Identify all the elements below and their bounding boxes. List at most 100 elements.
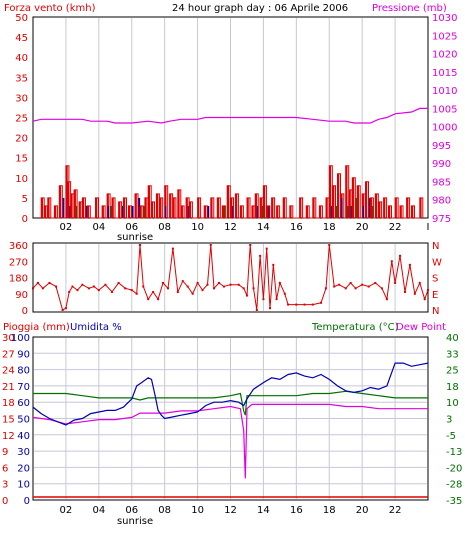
- wind-x-tick: 12: [224, 222, 237, 233]
- dewpoint-axis-title: Dew Point: [396, 322, 446, 333]
- pressure-tick-label: 1010: [432, 86, 457, 97]
- temperature-tick-label: 10: [446, 398, 459, 409]
- wind-bar: [217, 197, 220, 218]
- climate-panel-frame: [32, 336, 429, 501]
- wind-x-tick: 04: [92, 222, 105, 233]
- direction-point: [399, 254, 402, 257]
- direction-point: [349, 281, 352, 284]
- wind-bar: [365, 181, 368, 218]
- pressure-line: [32, 107, 428, 124]
- wind-bar: [419, 197, 422, 218]
- humidity-tick-label: 60: [17, 398, 30, 409]
- wind-bar: [400, 205, 402, 218]
- sunrise-label: sunrise: [117, 232, 153, 243]
- direction-point: [338, 283, 341, 286]
- wind-bar: [337, 173, 340, 218]
- climate-x-tick: 12: [224, 505, 237, 516]
- direction-point: [320, 301, 323, 304]
- direction-point: [142, 285, 145, 288]
- wind-x-tick: 22: [389, 222, 402, 233]
- direction-point: [81, 283, 84, 286]
- wind-bar: [246, 197, 249, 218]
- direction-point: [237, 283, 240, 286]
- wind-tick-label: 15: [15, 154, 28, 165]
- pressure-tick-label: 1015: [432, 68, 457, 79]
- wind-x-tick: 10: [191, 222, 204, 233]
- direction-point: [385, 298, 388, 301]
- pressure-tick-label: 985: [432, 177, 451, 188]
- direction-point: [295, 303, 298, 306]
- wind-bar: [210, 197, 213, 218]
- wind-bar: [87, 205, 90, 218]
- direction-point: [186, 285, 189, 288]
- pressure-axis-title: Pressione (mb): [372, 3, 447, 14]
- wind-bar: [329, 165, 332, 218]
- wind-bar: [345, 165, 348, 218]
- wind-x-tick: 08: [158, 222, 171, 233]
- direction-point: [206, 283, 209, 286]
- wind-tick-label: 10: [15, 174, 28, 185]
- compass-tick-label: N: [432, 306, 439, 317]
- rain-tick-label: 24: [2, 366, 15, 377]
- wind-tick-label: 35: [15, 73, 28, 84]
- direction-line: [32, 244, 429, 311]
- wind-bar: [276, 205, 279, 218]
- rain-tick-label: 3: [2, 480, 8, 491]
- wind-bar-blue: [330, 205, 333, 218]
- humidity-tick-label: 20: [17, 463, 30, 474]
- direction-point: [147, 298, 150, 301]
- wind-bar: [135, 193, 137, 218]
- wind-bar: [260, 197, 262, 218]
- climate-x-tick: 02: [60, 505, 73, 516]
- wind-bar: [271, 197, 274, 218]
- direction-point: [344, 287, 347, 290]
- direction-point: [41, 287, 44, 290]
- humidity-tick-label: 90: [17, 349, 30, 360]
- wind-bar: [151, 201, 154, 218]
- wind-gust-line: [40, 165, 424, 219]
- climate-x-tick: 10: [191, 505, 204, 516]
- direction-point: [423, 298, 426, 301]
- humidity-tick-label: 40: [17, 431, 30, 442]
- direction-point: [222, 285, 225, 288]
- direction-point: [55, 285, 58, 288]
- wind-bar: [54, 205, 57, 218]
- direction-point: [104, 283, 107, 286]
- wind-bar-blue: [131, 205, 134, 218]
- direction-point: [87, 287, 90, 290]
- wind-bar-blue: [107, 205, 109, 218]
- wind-bar-blue: [340, 197, 343, 218]
- temperature-tick-label: -35: [446, 496, 462, 507]
- direction-tick-label: 180: [9, 274, 28, 285]
- rain-tick-label: 0: [2, 496, 8, 507]
- wind-bar: [177, 189, 180, 218]
- wind-bar: [59, 185, 62, 218]
- direction-point: [196, 281, 199, 284]
- rain-tick-label: 12: [2, 431, 15, 442]
- direction-point: [111, 290, 113, 293]
- wind-tick-label: 5: [22, 194, 28, 205]
- wind-bar: [332, 185, 335, 218]
- direction-tick-label: 270: [9, 257, 28, 268]
- rain-tick-label: 15: [2, 415, 15, 426]
- climate-x-tick: 22: [389, 505, 402, 516]
- direction-point: [36, 281, 39, 284]
- wind-bar: [235, 193, 238, 218]
- wind-bar-blue: [164, 205, 167, 218]
- wind-bar: [357, 185, 360, 218]
- wind-bar: [240, 205, 243, 218]
- wind-bar-green: [143, 205, 146, 218]
- pressure-tick-label: 995: [432, 141, 451, 152]
- wind-bar: [395, 197, 397, 218]
- direction-point: [242, 287, 245, 290]
- wind-tick-label: 30: [15, 93, 28, 104]
- direction-point: [252, 287, 255, 290]
- rain-tick-label: 6: [2, 463, 8, 474]
- direction-point: [380, 287, 383, 290]
- direction-point: [278, 281, 281, 284]
- direction-point: [213, 287, 216, 290]
- wind-bar: [411, 205, 414, 218]
- direction-point: [61, 309, 64, 311]
- wind-bar: [197, 197, 200, 218]
